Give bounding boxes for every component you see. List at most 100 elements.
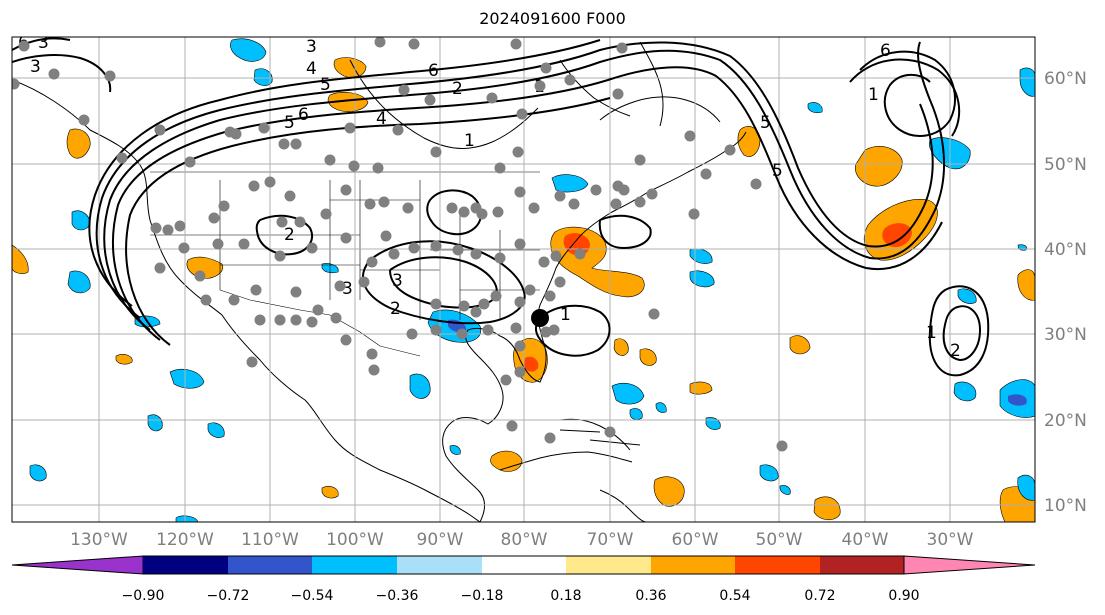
station-dot	[294, 216, 306, 228]
station-dot	[490, 290, 502, 302]
station-dot	[290, 286, 302, 298]
contour-label: 1	[560, 305, 571, 325]
station-dot	[104, 70, 116, 82]
lon-label: 110°W	[241, 530, 299, 550]
station-dot	[750, 178, 762, 190]
station-dot	[154, 262, 166, 274]
station-dot	[688, 208, 700, 220]
station-dot	[684, 130, 696, 142]
station-dot	[492, 206, 504, 218]
station-dot	[424, 94, 436, 106]
station-dot	[218, 200, 230, 212]
colorbar-min-extend	[11, 555, 144, 575]
contour-label: 3	[30, 57, 41, 77]
station-dot	[456, 328, 468, 340]
station-dot	[494, 162, 506, 174]
station-dot	[290, 314, 302, 326]
colorbar-tick-label: 0.18	[550, 588, 581, 604]
station-dot	[320, 208, 332, 220]
station-dot	[278, 138, 290, 150]
contour-label: 5	[284, 113, 295, 133]
colorbar-segment	[312, 556, 397, 574]
colorbar-segment	[651, 556, 735, 574]
station-dot	[452, 244, 464, 256]
station-dot	[184, 156, 196, 168]
station-dot	[306, 316, 318, 328]
contour-label: 3	[392, 271, 403, 291]
colorbar-tick-label: −0.54	[291, 588, 334, 604]
station-dot	[178, 242, 190, 254]
latitude-labels: 60°N 50°N 40°N 30°N 20°N 10°N	[1044, 69, 1087, 516]
contour-label: 2	[390, 299, 401, 319]
station-dot	[470, 306, 482, 318]
colorbar-tick-label: 0.36	[635, 588, 666, 604]
lon-label: 30°W	[927, 530, 974, 550]
station-dot	[700, 168, 712, 180]
lat-label: 20°N	[1044, 411, 1087, 431]
station-dot	[482, 324, 494, 336]
station-dot	[116, 152, 128, 164]
station-dot	[610, 198, 622, 210]
contour-label: 2	[452, 79, 463, 99]
station-dot	[276, 216, 288, 228]
station-dot	[458, 300, 470, 312]
station-dot	[634, 154, 646, 166]
station-dot	[340, 184, 352, 196]
station-dot	[248, 180, 260, 192]
station-dot	[358, 276, 370, 288]
station-dot	[548, 324, 560, 336]
station-dot	[334, 280, 346, 292]
contour-label: 2	[950, 341, 961, 361]
colorbar-tick-label: −0.90	[122, 588, 165, 604]
station-dot	[366, 348, 378, 360]
station-dot	[634, 196, 646, 208]
station-dot	[514, 366, 526, 378]
graticule	[12, 37, 1035, 522]
station-markers	[12, 37, 788, 452]
colorbar-tick-label: −0.36	[376, 588, 419, 604]
station-dot	[330, 312, 342, 324]
station-dot	[430, 324, 442, 336]
height-contours	[12, 37, 990, 377]
station-dot	[212, 238, 224, 250]
station-dot	[340, 232, 352, 244]
lon-label: 40°W	[842, 530, 889, 550]
contour-label: 6	[428, 61, 439, 81]
station-dot	[554, 190, 566, 202]
station-dot	[544, 290, 556, 302]
station-dot	[604, 426, 616, 438]
station-dot	[646, 188, 658, 200]
colorbar-segment	[397, 556, 482, 574]
station-dot	[550, 250, 562, 262]
station-dot	[776, 440, 788, 452]
colorbar-max-extend	[903, 555, 1036, 575]
station-dot	[392, 124, 404, 136]
station-dot	[478, 298, 490, 310]
station-dot	[408, 242, 420, 254]
contour-label: 2	[284, 225, 295, 245]
contour-label: 5	[320, 75, 331, 95]
contour-label: 5	[772, 161, 783, 181]
station-dot	[150, 222, 162, 234]
station-dot	[388, 248, 400, 260]
station-dot	[246, 356, 258, 368]
colorbar-tick-label: 0.72	[804, 588, 835, 604]
station-dot	[364, 198, 376, 210]
station-dot	[284, 190, 296, 202]
station-dot	[500, 374, 512, 386]
plot-frame	[11, 36, 1036, 523]
lon-label: 100°W	[326, 530, 384, 550]
station-dot	[514, 238, 526, 250]
station-dot	[78, 114, 90, 126]
colorbar-segment	[735, 556, 820, 574]
station-dot	[238, 238, 250, 250]
station-dot	[534, 80, 546, 92]
station-dot	[430, 240, 442, 252]
station-dot	[574, 248, 586, 260]
colorbar-segment	[820, 556, 904, 574]
contour-label: 3	[306, 37, 317, 57]
lon-label: 50°W	[756, 530, 803, 550]
station-dot	[368, 364, 380, 376]
station-dot	[544, 432, 556, 444]
